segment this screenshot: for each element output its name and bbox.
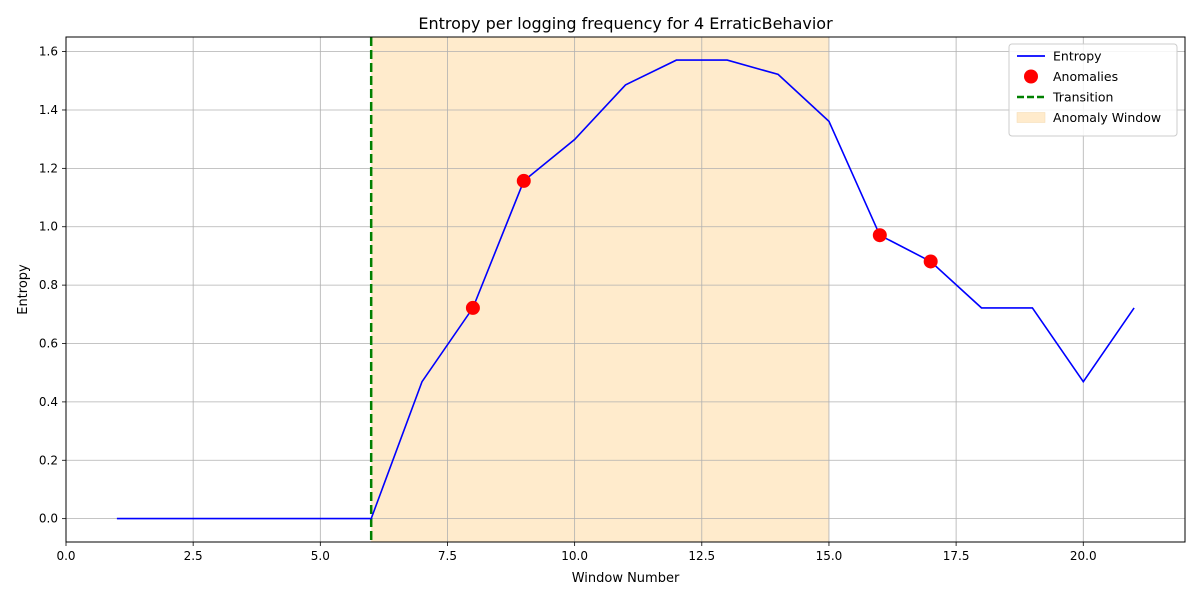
legend-window-swatch [1016, 112, 1046, 123]
x-tick-label: 7.5 [438, 549, 457, 563]
anomaly-point [516, 173, 531, 188]
legend-anomalies-swatch [1024, 69, 1038, 84]
legend: Entropy Anomalies Transition Anomaly Window [1008, 43, 1178, 137]
legend-label: Entropy [1053, 49, 1102, 64]
x-axis-label: Window Number [572, 571, 680, 586]
legend-label: Transition [1052, 90, 1113, 105]
x-tick-label: 20.0 [1070, 549, 1097, 563]
anomaly-point [465, 300, 480, 315]
entropy-line [116, 59, 1135, 520]
legend-box [1008, 43, 1178, 137]
y-tick-label: 0.2 [39, 453, 58, 467]
y-tick-label: 1.6 [39, 45, 58, 59]
y-tick-label: 1.4 [39, 103, 58, 117]
x-tick-label: 2.5 [184, 549, 203, 563]
y-tick-label: 0.6 [39, 337, 58, 351]
x-tick-label: 10.0 [561, 549, 588, 563]
y-tick-label: 0.4 [39, 395, 58, 409]
x-tick-label: 0.0 [56, 549, 75, 563]
y-axis-label: Entropy [16, 264, 31, 315]
y-tick-label: 1.2 [39, 161, 58, 175]
chart-title: Entropy per logging frequency for 4 Erra… [418, 14, 833, 33]
y-tick-label: 1.0 [39, 220, 58, 234]
x-tick-label: 15.0 [816, 549, 843, 563]
legend-label: Anomaly Window [1053, 110, 1161, 125]
anomaly-point [872, 228, 887, 243]
x-tick-label: 5.0 [311, 549, 330, 563]
plot-frame [65, 36, 1186, 543]
x-tick-label: 12.5 [688, 549, 715, 563]
y-tick-label: 0.8 [39, 278, 58, 292]
y-tick-label: 0.0 [39, 512, 58, 526]
x-tick-label: 17.5 [943, 549, 970, 563]
anomaly-point [923, 254, 938, 269]
legend-label: Anomalies [1053, 69, 1118, 84]
